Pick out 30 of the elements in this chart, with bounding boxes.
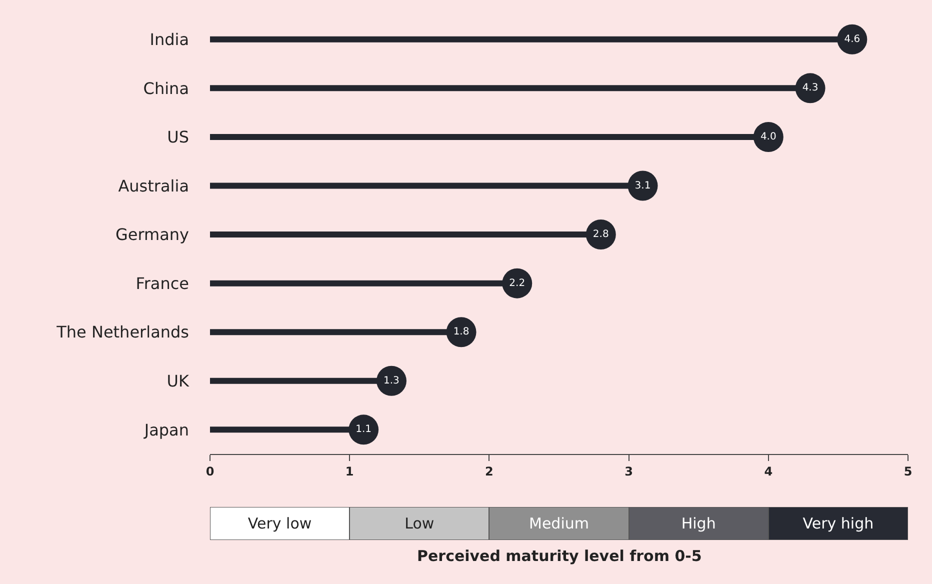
series-label: Very high [802,514,874,532]
x-tick-label: 0 [206,464,214,478]
x-tick-label: 3 [624,464,633,478]
y-tick-label: France [136,274,189,293]
y-tick-label: Germany [115,225,189,244]
y-tick-label: UK [166,371,190,390]
x-axis-title: Perceived maturity level from 0-5 [417,547,702,565]
x-tick-label: 2 [485,464,494,478]
y-tick-label: Japan [143,420,189,440]
y-tick-label: India [150,30,189,49]
data-label: 3.1 [634,180,651,192]
x-tick-label: 4 [764,464,773,478]
y-tick-label: Australia [118,176,189,196]
x-tick-label: 1 [345,464,354,478]
data-label: 1.1 [356,424,372,436]
data-label: 4.0 [760,131,776,142]
data-label: 1.8 [453,326,470,338]
y-tick-label: The Netherlands [56,322,189,342]
data-label: 1.3 [384,375,400,386]
data-label: 2.8 [592,229,609,240]
series-label: Low [404,514,434,532]
series-label: Medium [529,514,589,532]
series-label: Very low [248,514,312,532]
x-tick-label: 5 [904,464,912,478]
series-label: High [681,514,716,532]
y-tick-label: China [143,78,189,98]
data-label: 4.3 [802,82,818,94]
data-label: 2.2 [509,278,526,289]
y-tick-label: US [167,128,189,147]
data-label: 4.6 [844,34,860,45]
